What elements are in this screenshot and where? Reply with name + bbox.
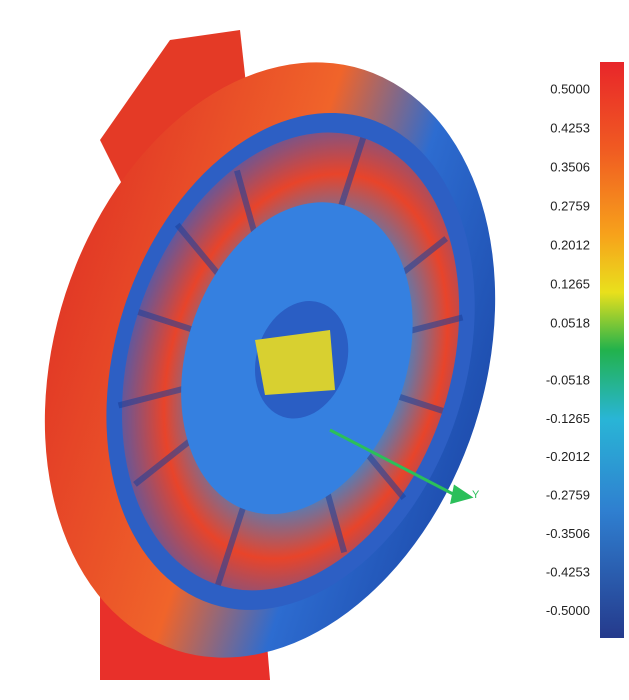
legend-label: 0.5000 (550, 81, 590, 96)
legend-label: -0.5000 (546, 603, 590, 618)
axis-arrow (329, 428, 474, 505)
legend: 0.5000 0.4253 0.3506 0.2759 0.2012 0.1265 0.05… (546, 62, 624, 638)
legend-label: -0.2759 (546, 488, 590, 503)
legend-label: -0.1265 (546, 411, 590, 426)
legend-label: -0.0518 (546, 372, 590, 387)
legend-label: 0.1265 (550, 276, 590, 291)
legend-label: 0.0518 (550, 315, 590, 330)
legend-label: -0.3506 (546, 526, 590, 541)
legend-label: 0.3506 (550, 159, 590, 174)
legend-label: -0.2012 (546, 449, 590, 464)
legend-label: -0.4253 (546, 564, 590, 579)
legend-label: 0.2759 (550, 198, 590, 213)
axis-label: Y (472, 489, 480, 501)
legend-label: 0.2012 (550, 237, 590, 252)
part-render: Y (44, 30, 496, 680)
color-scale (600, 62, 624, 638)
legend-label: 0.4253 (550, 120, 590, 135)
